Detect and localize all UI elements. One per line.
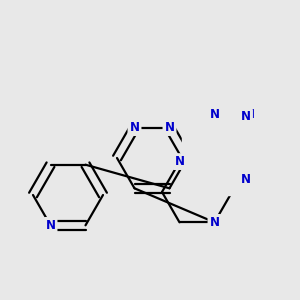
Text: N: N <box>130 121 140 134</box>
Text: N: N <box>46 219 56 232</box>
Text: N: N <box>164 121 175 134</box>
Text: N: N <box>130 121 140 134</box>
Text: N: N <box>175 155 184 168</box>
Text: N: N <box>241 173 251 186</box>
Text: N: N <box>241 110 251 123</box>
Text: N: N <box>209 216 220 229</box>
Text: N: N <box>175 155 184 168</box>
Polygon shape <box>182 65 300 195</box>
Text: N: N <box>241 110 251 123</box>
Text: N: N <box>241 173 251 186</box>
Text: N: N <box>46 219 56 232</box>
Text: N: N <box>209 108 220 121</box>
Text: N: N <box>209 216 220 229</box>
Text: N: N <box>164 121 175 134</box>
Text: N: N <box>244 108 254 121</box>
